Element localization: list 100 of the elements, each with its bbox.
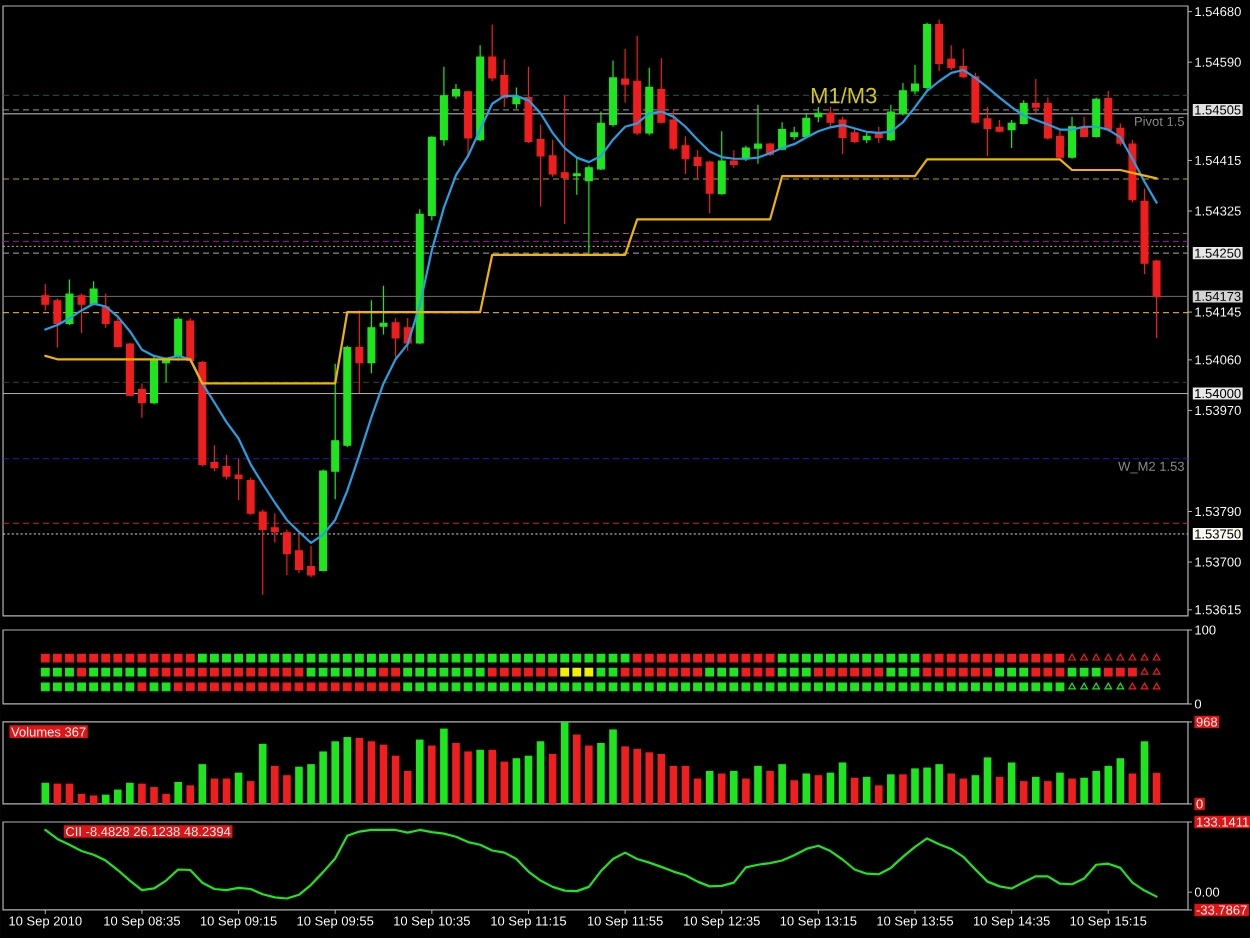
point: [1128, 653, 1137, 661]
bar: [1152, 772, 1161, 804]
bar: [198, 764, 207, 804]
candlestick: [729, 149, 738, 169]
candlestick: [898, 82, 907, 117]
bar: [367, 741, 376, 804]
bar: [717, 773, 726, 804]
bar: [1068, 778, 1076, 804]
candlestick: [826, 106, 835, 128]
candlestick: [753, 104, 762, 165]
bar: [403, 770, 412, 804]
bar: [500, 761, 509, 804]
bar: [850, 777, 859, 804]
bar: [1140, 741, 1149, 804]
bar: [1044, 781, 1052, 804]
candlestick: [125, 342, 134, 397]
candlestick: [717, 130, 726, 196]
bar: [657, 753, 666, 804]
bar: [283, 775, 291, 804]
bar: [983, 757, 992, 804]
bar: [742, 778, 750, 804]
bar: [959, 778, 968, 804]
bar: [210, 778, 219, 804]
candlestick: [596, 110, 605, 171]
candlestick: [560, 95, 569, 225]
candlestick: [947, 44, 956, 71]
bar: [331, 741, 339, 804]
candlestick: [174, 316, 183, 362]
candlestick: [669, 109, 678, 151]
bar: [1007, 762, 1016, 804]
bar: [524, 755, 533, 804]
candlestick: [343, 345, 352, 448]
point: [1092, 682, 1101, 690]
bar: [766, 770, 774, 804]
bar: [814, 775, 823, 804]
candlestick: [633, 35, 642, 136]
bar: [512, 758, 521, 804]
candlestick: [1068, 116, 1077, 160]
bar: [440, 728, 448, 804]
candlestick: [41, 283, 50, 312]
bar: [681, 765, 690, 804]
bar: [826, 772, 835, 804]
candlestick: [379, 285, 388, 336]
bar: [995, 776, 1004, 804]
bar: [911, 768, 919, 804]
bar: [138, 783, 146, 804]
candlestick: [681, 135, 690, 175]
bar: [1128, 773, 1137, 804]
candlestick: [802, 112, 811, 139]
candlestick: [282, 528, 291, 576]
bar: [415, 739, 424, 804]
candlestick: [210, 444, 219, 472]
candlestick: [150, 355, 159, 405]
candlestick: [355, 309, 364, 394]
point: [1140, 653, 1149, 661]
point: [1104, 653, 1113, 661]
bar: [1080, 777, 1088, 804]
candlestick: [971, 72, 980, 124]
bar: [222, 778, 231, 804]
bar: [1104, 765, 1113, 804]
candlestick: [65, 278, 74, 326]
bar: [343, 737, 352, 804]
bar: [548, 753, 557, 804]
bar: [802, 773, 811, 804]
candlestick: [270, 512, 279, 543]
candlestick: [923, 22, 932, 91]
candlestick: [862, 132, 871, 144]
bar: [778, 764, 786, 804]
bar: [246, 781, 255, 804]
candlestick: [1007, 119, 1016, 149]
candlestick: [439, 66, 448, 147]
bar: [53, 783, 62, 804]
candlestick: [234, 458, 243, 501]
candlestick: [451, 83, 460, 100]
bar: [621, 746, 629, 804]
bar: [899, 774, 907, 804]
point: [1080, 682, 1088, 690]
candlestick: [488, 23, 497, 82]
candlestick: [645, 67, 654, 136]
bar: [258, 743, 267, 804]
bar: [1092, 770, 1100, 804]
candlestick: [113, 317, 122, 349]
bar: [633, 748, 641, 804]
bar: [391, 755, 400, 804]
candlestick: [512, 86, 521, 110]
bar: [669, 765, 678, 804]
candlestick: [391, 317, 400, 359]
candlestick: [500, 58, 509, 108]
bar: [585, 745, 593, 804]
bar: [693, 778, 702, 804]
bar: [887, 774, 895, 804]
point: [1104, 682, 1113, 690]
point: [1152, 667, 1161, 675]
bar: [705, 770, 714, 804]
bar: [126, 782, 134, 804]
bar: [862, 776, 871, 804]
candlestick: [258, 509, 267, 596]
bar: [186, 785, 195, 804]
bar: [935, 764, 943, 804]
candlestick: [294, 533, 303, 574]
